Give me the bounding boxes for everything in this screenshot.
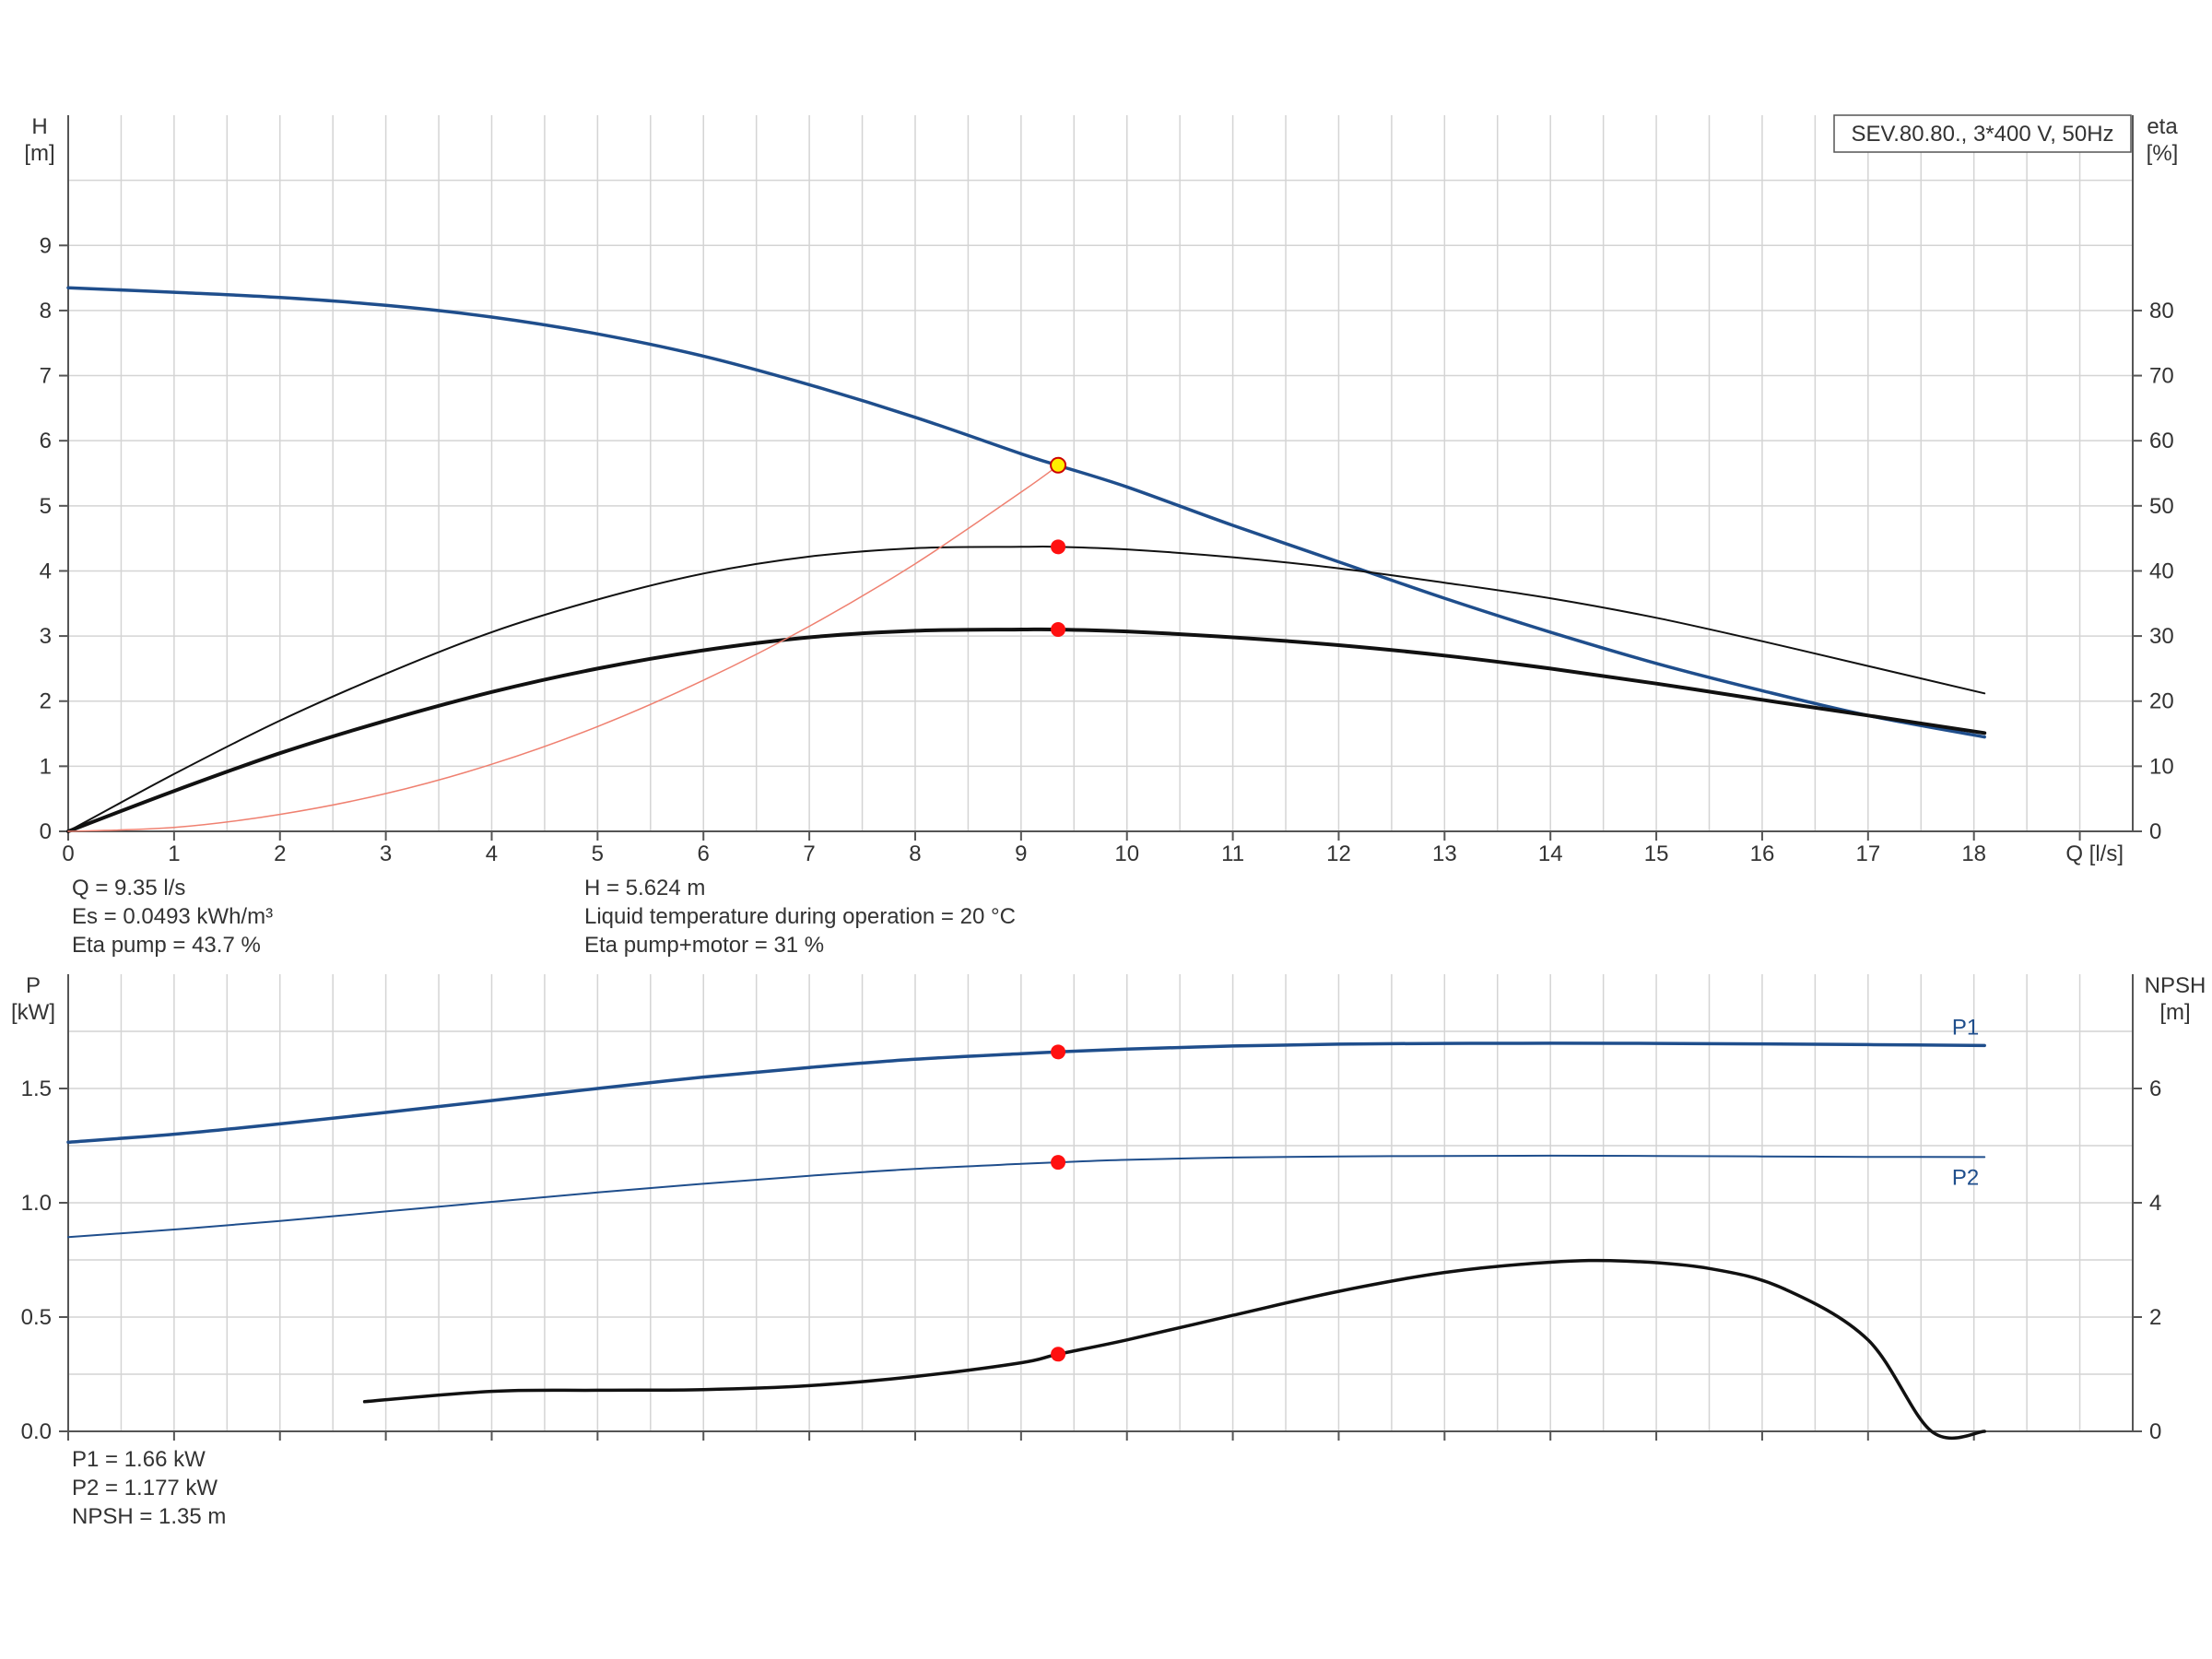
info-liquid-temperature: Liquid temperature during operation = 20…	[584, 904, 1016, 929]
panel1-y-left-tick-label: 4	[40, 559, 52, 583]
panel1-y-left-tick-label: 3	[40, 624, 52, 649]
panel1-series-eta-pump	[67, 546, 1986, 832]
panel1-x-tick-label: 16	[1750, 841, 1775, 866]
panel1-y-right-tick-label: 40	[2149, 559, 2174, 583]
panel2-y-left-tick-label: 1.5	[21, 1077, 52, 1101]
panel1-y-right-tick-label: 20	[2149, 689, 2174, 714]
title-box	[1833, 114, 2132, 153]
info-specific-energy: Es = 0.0493 kWh/m³	[72, 904, 274, 929]
panel1-y-left-tick-label: 0	[40, 819, 52, 844]
info-eta-pump: Eta pump = 43.7 %	[72, 933, 261, 958]
info-block-bottom: P1 = 1.66 kW P2 = 1.177 kW NPSH = 1.35 m	[72, 1445, 226, 1531]
panel1-series-h	[66, 286, 1986, 739]
panel1-x-tick-label: 12	[1326, 841, 1351, 866]
panel1-x-tick-label: 0	[62, 841, 74, 866]
panel1-y-right-tick-label: 10	[2149, 754, 2174, 779]
info-eta-pump-motor: Eta pump+motor = 31 %	[584, 933, 825, 958]
panel1-y-left-unit: [m]	[24, 141, 54, 166]
panel1-x-axis-label: Q [l/s]	[2065, 841, 2124, 866]
info-head: H = 5.624 m	[584, 876, 706, 900]
panel1-x-tick-label: 2	[274, 841, 286, 866]
panel1-y-left-tick-label: 9	[40, 233, 52, 258]
panel1-x-tick-label: 7	[803, 841, 815, 866]
panel1-x-tick-label: 14	[1538, 841, 1563, 866]
chart-title: SEV.80.80., 3*400 V, 50Hz	[1851, 122, 2113, 147]
panel2-series-npsh	[362, 1258, 1986, 1441]
panel1-y-left-tick-label: 1	[40, 754, 52, 779]
panel2-series-p2	[67, 1154, 1986, 1239]
panel1-x-tick-label: 6	[698, 841, 710, 866]
panel1-x-tick-label: 9	[1015, 841, 1027, 866]
info-p2: P2 = 1.177 kW	[72, 1476, 218, 1500]
panel2-series-label-p2: P2	[1952, 1165, 1979, 1190]
panel2-y-right-tick-label: 6	[2149, 1077, 2161, 1101]
panel1-series-system-curve	[67, 465, 1059, 832]
info-block-top-left: Q = 9.35 l/s Es = 0.0493 kWh/m³ Eta pump…	[72, 874, 273, 959]
panel2-operating-point-marker	[1051, 1044, 1066, 1060]
panel2-y-left-tick-label: 0.5	[21, 1305, 52, 1330]
info-npsh: NPSH = 1.35 m	[72, 1504, 227, 1529]
panel2-y-right-tick-label: 4	[2149, 1191, 2161, 1216]
panel2-series-p1	[66, 1041, 1986, 1145]
panel1-x-tick-label: 17	[1855, 841, 1880, 866]
panel1-y-right-tick-label: 50	[2149, 494, 2174, 519]
panel1-x-tick-label: 4	[486, 841, 498, 866]
panel1-operating-point-marker	[1051, 539, 1066, 555]
panel1-y-right-tick-label: 60	[2149, 429, 2174, 453]
panel1-y-left-label: H	[31, 114, 47, 139]
panel1-y-left-tick-label: 8	[40, 299, 52, 324]
panel1-y-right-tick-label: 70	[2149, 364, 2174, 389]
panel2-y-right-tick-label: 0	[2149, 1419, 2161, 1444]
panel2-y-right-label: NPSH	[2145, 973, 2206, 998]
panel2-operating-point-marker	[1051, 1155, 1066, 1171]
panel2-series-label-p1: P1	[1952, 1015, 1979, 1040]
info-p1: P1 = 1.66 kW	[72, 1447, 206, 1472]
panel1-x-tick-label: 5	[592, 841, 604, 866]
panel1-x-tick-label: 11	[1221, 841, 1244, 866]
panel1-y-left-tick-label: 5	[40, 494, 52, 519]
panel1-y-left-tick-label: 7	[40, 364, 52, 389]
panel1-y-right-label: eta	[2147, 114, 2178, 139]
panel1-operating-point-marker	[1050, 456, 1067, 474]
panel2-operating-point-marker	[1051, 1347, 1066, 1362]
panel1-y-left-tick-label: 2	[40, 689, 52, 714]
panel2-y-left-tick-label: 0.0	[21, 1419, 52, 1444]
panel2-y-left-label: P	[26, 973, 41, 998]
panel1-x-tick-label: 1	[168, 841, 180, 866]
panel1-x-tick-label: 15	[1644, 841, 1669, 866]
panel1-y-right-tick-label: 0	[2149, 819, 2161, 844]
info-block-top-right: H = 5.624 m Liquid temperature during op…	[584, 874, 1016, 959]
info-flow: Q = 9.35 l/s	[72, 876, 186, 900]
panel1-x-tick-label: 8	[909, 841, 921, 866]
panel1-y-right-unit: [%]	[2147, 141, 2179, 166]
panel1-y-right-tick-label: 30	[2149, 624, 2174, 649]
panel1-x-tick-label: 18	[1961, 841, 1986, 866]
panel2-y-right-tick-label: 2	[2149, 1305, 2161, 1330]
panel1-series-eta-pump-motor	[66, 627, 1987, 833]
panel1-y-left-tick-label: 6	[40, 429, 52, 453]
panel1-operating-point-marker	[1051, 622, 1066, 638]
panel1-x-tick-label: 10	[1114, 841, 1139, 866]
panel1-x-tick-label: 13	[1432, 841, 1457, 866]
panel2-y-left-unit: [kW]	[11, 1000, 55, 1025]
panel1-y-right-tick-label: 80	[2149, 299, 2174, 324]
panel2-y-right-unit: [m]	[2159, 1000, 2190, 1025]
panel1-x-tick-label: 3	[380, 841, 392, 866]
panel2-y-left-tick-label: 1.0	[21, 1191, 52, 1216]
